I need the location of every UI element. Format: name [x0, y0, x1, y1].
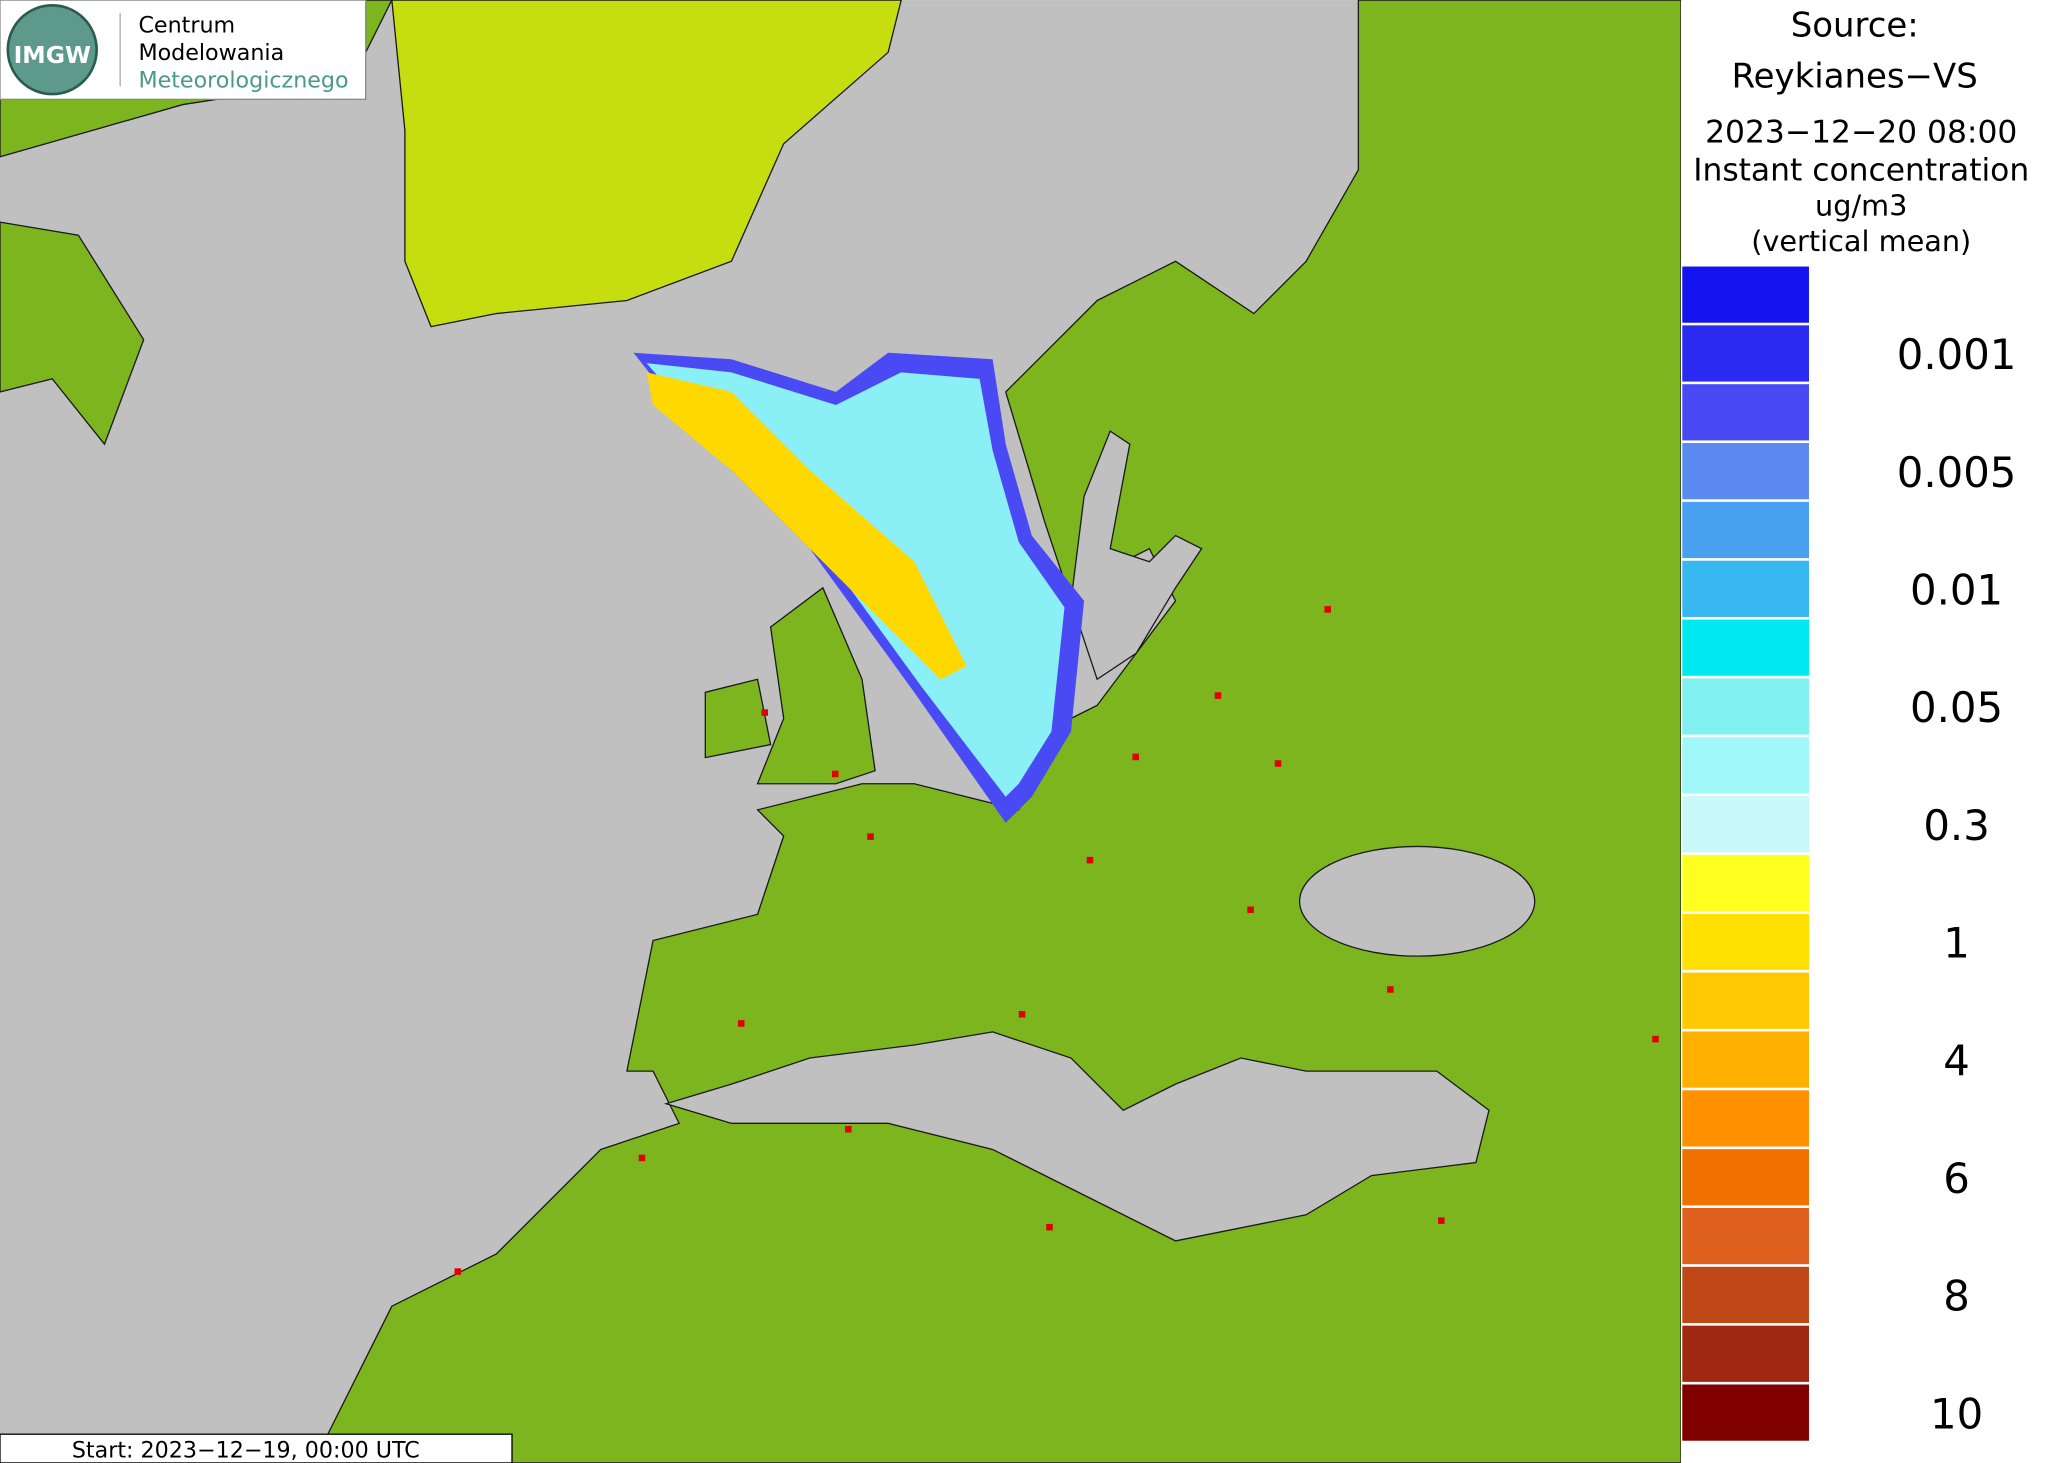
- legend-label: 1: [1943, 919, 1970, 968]
- legend-swatch: [1682, 501, 1809, 559]
- logo-abbrev: IMGW: [14, 41, 91, 69]
- legend-swatch: [1682, 1384, 1809, 1441]
- legend-swatch: [1682, 913, 1809, 970]
- mediterranean-sea: [663, 1031, 1490, 1242]
- start-label: Start: 2023−12−19, 00:00 UTC: [72, 1438, 420, 1463]
- legend-label: 10: [1930, 1389, 1983, 1438]
- logo-emblem: [6, 3, 98, 96]
- city: [1046, 1223, 1053, 1231]
- legend-title: Reykianes−VS: [1732, 57, 1978, 97]
- legend-swatch: [1682, 560, 1809, 617]
- legend-label: 6: [1943, 1154, 1970, 1203]
- city: [1387, 986, 1394, 993]
- legend-title: Instant concentration: [1693, 152, 2029, 188]
- legend-title: 2023−12−20 08:00: [1705, 114, 2017, 150]
- legend-swatch: [1682, 1090, 1809, 1147]
- legend-swatch: [1682, 796, 1809, 853]
- map: [0, 0, 1682, 1463]
- city: [1274, 760, 1282, 767]
- black-sea: [1298, 845, 1536, 957]
- legend-swatch: [1682, 1266, 1809, 1324]
- start-bg: [0, 1433, 513, 1463]
- legend-title: ug/m3: [1815, 189, 1907, 223]
- city: [737, 1020, 745, 1027]
- city: [1324, 606, 1331, 613]
- logo-line: Meteorologicznego: [138, 68, 348, 94]
- start-box: Start: 2023−12−19, 00:00 UTC: [0, 1433, 513, 1463]
- legend-label: 0.05: [1910, 683, 2003, 732]
- greenland: [391, 0, 902, 328]
- legend-swatch: [1682, 443, 1809, 500]
- legend-swatch: [1682, 1207, 1809, 1265]
- logo: IMGW Centrum Modelowania Meteorologiczne…: [0, 0, 367, 100]
- logo-line: Modelowania: [138, 40, 284, 66]
- city: [1652, 1035, 1659, 1043]
- legend-label: 0.01: [1910, 566, 2003, 615]
- city: [832, 770, 839, 778]
- city: [638, 1154, 646, 1162]
- legend-swatch: [1682, 1325, 1809, 1382]
- cities: [454, 606, 1659, 1275]
- legend-swatch: [1682, 678, 1809, 735]
- city: [1247, 906, 1254, 914]
- legend-swatch: [1682, 619, 1809, 676]
- city: [1086, 856, 1094, 864]
- baltic-sea: [1070, 430, 1203, 681]
- plume-core: [646, 372, 967, 680]
- north-america: [0, 221, 145, 446]
- city: [867, 833, 874, 840]
- legend-label: 8: [1943, 1272, 1970, 1321]
- legend-swatch: [1682, 384, 1809, 441]
- city: [761, 709, 768, 716]
- legend-swatch: [1682, 737, 1809, 794]
- legend-swatch: [1682, 1031, 1809, 1088]
- city: [1132, 753, 1139, 761]
- legend-label: 0.005: [1897, 448, 2017, 497]
- legend-label: 4: [1943, 1036, 1970, 1085]
- city: [1214, 692, 1222, 699]
- ireland: [704, 678, 772, 759]
- legend-swatch: [1682, 1149, 1809, 1206]
- legend-swatch: [1682, 854, 1809, 912]
- city: [1438, 1217, 1445, 1224]
- legend: Source: Reykianes−VS 2023−12−20 08:00 In…: [1680, 0, 2048, 1463]
- legend-label: 0.001: [1897, 330, 2017, 379]
- legend-swatch: [1682, 972, 1809, 1029]
- city: [1018, 1011, 1026, 1018]
- legend-title: Source:: [1791, 6, 1919, 46]
- great-britain: [756, 586, 876, 785]
- logo-line: Centrum: [138, 13, 235, 39]
- city: [845, 1125, 852, 1133]
- legend-title: (vertical mean): [1751, 224, 1971, 258]
- legend-swatch: [1682, 325, 1809, 382]
- city: [454, 1268, 462, 1275]
- legend-label: 0.3: [1923, 801, 1989, 850]
- legend-swatch: [1682, 266, 1809, 323]
